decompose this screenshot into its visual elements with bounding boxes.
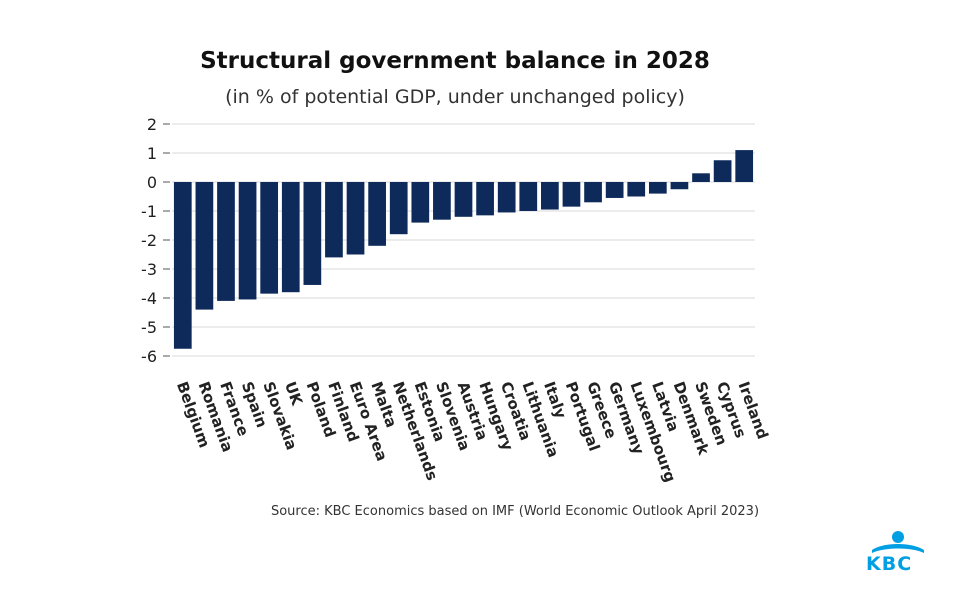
bar-latvia	[648, 182, 667, 194]
y-axis-ticks: 2 1 0 -1 -2 -3 -4 -5 -6	[141, 115, 170, 366]
y-tick-label: 2	[147, 115, 157, 134]
y-tick-label: -6	[141, 347, 157, 366]
bar-greece	[584, 182, 602, 203]
logo-body-icon	[872, 544, 924, 553]
grid-lines	[172, 123, 755, 357]
source-note: Source: KBC Economics based on IMF (Worl…	[270, 504, 760, 519]
bar-sweden	[692, 173, 710, 182]
bar-lithuania	[519, 182, 538, 211]
bar-finland	[325, 182, 343, 258]
y-tick-label: -1	[141, 202, 157, 221]
bar-france	[217, 182, 235, 301]
bar-euro-area	[346, 182, 365, 255]
y-tick-label: 1	[147, 144, 157, 163]
bars	[173, 150, 754, 349]
y-tick-label: -4	[141, 289, 157, 308]
bar-slovenia	[433, 182, 451, 220]
bar-romania	[195, 182, 214, 310]
logo-text: KBC	[866, 553, 913, 575]
y-tick-label: 0	[147, 173, 157, 192]
bar-hungary	[476, 182, 494, 216]
bar-slovakia	[260, 182, 279, 294]
logo-head-icon	[892, 531, 904, 543]
bar-spain	[238, 182, 257, 300]
chart-subtitle: (in % of potential GDP, under unchanged …	[225, 86, 685, 108]
chart-title: Structural government balance in 2028	[200, 48, 710, 74]
bar-ireland	[735, 150, 754, 182]
x-axis-labels: BelgiumRomaniaFranceSpainSlovakiaUKPolan…	[173, 379, 772, 484]
kbc-logo	[872, 531, 924, 553]
bar-austria	[454, 182, 473, 217]
y-tick-label: -5	[141, 318, 157, 337]
bar-croatia	[497, 182, 516, 213]
bar-estonia	[411, 182, 430, 223]
bar-belgium	[173, 182, 192, 349]
y-tick-label: -3	[141, 260, 157, 279]
bar-uk	[281, 182, 300, 293]
bar-denmark	[670, 182, 689, 190]
bar-portugal	[562, 182, 581, 207]
bar-italy	[541, 182, 559, 210]
bar-cyprus	[713, 160, 732, 182]
bar-netherlands	[389, 182, 408, 235]
bar-poland	[303, 182, 322, 285]
bar-germany	[605, 182, 624, 198]
bar-malta	[368, 182, 386, 246]
y-tick-label: -2	[141, 231, 157, 250]
bar-luxembourg	[627, 182, 646, 197]
